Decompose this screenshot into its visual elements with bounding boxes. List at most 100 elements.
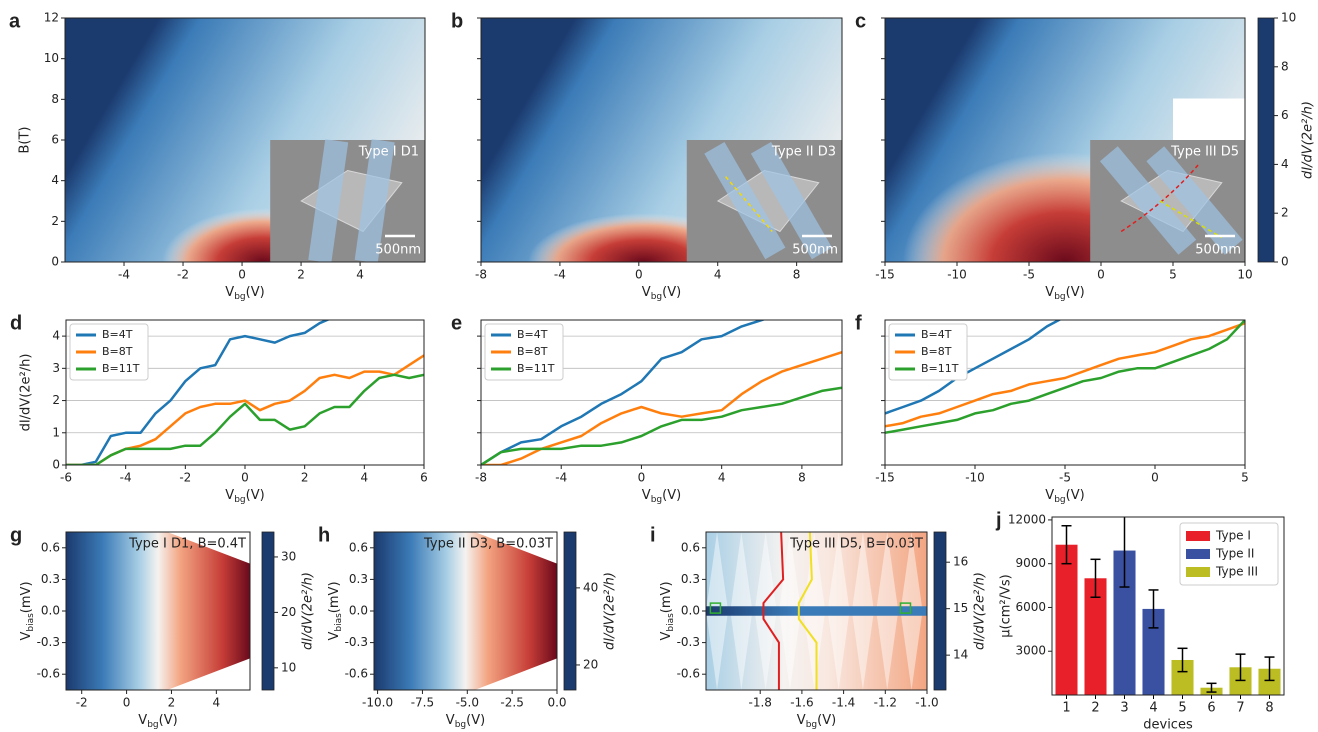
y-tick-label: 4 [52, 329, 60, 343]
x-tick-label: 0.0 [547, 696, 566, 710]
trace [797, 532, 818, 690]
x-tick-label: 5 [1241, 471, 1249, 485]
electrode [308, 139, 349, 262]
y-tick-label: 4 [51, 173, 59, 187]
x-axis-label-part: (V) [662, 285, 681, 300]
colorbar-tick-label: 20 [583, 657, 598, 671]
y-axis-label: dI/dV(2e²/h) [19, 354, 34, 432]
x-tick-label: -2.5 [500, 696, 523, 710]
x-tick-label: 7 [1236, 701, 1244, 716]
colorbar-tick-label: 30 [281, 549, 296, 563]
inset-label: Type III D5 [1170, 145, 1239, 160]
plot-area [374, 532, 557, 690]
legend-swatch [1186, 531, 1210, 541]
y-tick-label: 0.6 [41, 540, 60, 554]
x-tick-label: -4 [120, 471, 132, 485]
legend-label: B=4T [517, 328, 548, 341]
y-tick-label: 0 [52, 458, 60, 472]
blank-region [474, 658, 557, 690]
blank-region [167, 532, 250, 564]
colorbar-tick-label: 8 [1281, 59, 1289, 73]
panel-label: h [318, 524, 330, 546]
scale-bar-label: 500nm [1195, 243, 1241, 258]
plot-area [1055, 517, 1281, 695]
electrode [354, 139, 395, 262]
x-tick-label: -2 [76, 696, 88, 710]
x-axis-label-part: bg [1054, 495, 1065, 505]
y-tick-label: 6 [51, 133, 59, 147]
x-axis-label-part: (V) [246, 488, 265, 503]
y-tick-label: 0 [51, 255, 59, 269]
y-tick-label: 0.3 [681, 572, 700, 586]
y-tick-label: 6000 [1015, 600, 1046, 614]
colorbar [563, 531, 577, 691]
x-tick-label: -4 [118, 268, 130, 282]
legend-box [69, 323, 149, 381]
inset-label: Type I D1 [358, 145, 419, 160]
x-tick-label: 8 [798, 471, 806, 485]
x-tick-label: 3 [1120, 701, 1128, 716]
blank-region [1173, 98, 1245, 140]
y-tick-label: 8 [51, 92, 59, 106]
panel-label: c [855, 10, 866, 32]
y-axis-label-part: V [19, 632, 34, 641]
x-tick-label: 4 [356, 268, 364, 282]
x-tick-label: -2 [177, 268, 189, 282]
x-tick-label: 0 [638, 471, 646, 485]
y-tick-label: 0.0 [681, 604, 700, 618]
x-tick-label: 6 [1207, 701, 1215, 716]
y-tick-label: -0.3 [37, 635, 60, 649]
x-axis-label-part: bg [147, 720, 158, 730]
blank-region [474, 532, 557, 564]
x-axis-label: Vbg(V) [225, 488, 264, 505]
x-axis-label-part: bg [651, 495, 662, 505]
y-axis-label: Vbias(mV) [659, 581, 676, 640]
series-line [66, 373, 424, 465]
x-axis-label: Vbg(V) [138, 713, 177, 730]
colorbar-tick-label: 14 [953, 648, 968, 662]
legend: B=4T B=8T B=11T [484, 323, 564, 381]
panel-label: i [650, 524, 656, 546]
legend-label: B=4T [921, 328, 952, 341]
bar [1113, 550, 1136, 695]
x-axis-label-part: V [1045, 488, 1054, 503]
heatmap-base [66, 532, 250, 690]
x-tick-label: 4 [714, 268, 722, 282]
x-axis-label-part: V [446, 713, 455, 728]
x-tick-label: -1.2 [874, 696, 897, 710]
legend-swatch [1186, 567, 1210, 577]
y-tick-label: 0.0 [41, 604, 60, 618]
x-axis-label-part: bg [1054, 292, 1065, 302]
x-tick-label: 4 [1149, 701, 1157, 716]
y-axis-label-part: (mV) [659, 581, 674, 613]
x-axis-label-part: V [225, 488, 234, 503]
x-axis-label-part: (V) [246, 285, 265, 300]
x-axis-label-part: bg [806, 720, 817, 730]
y-axis-label: μ(cm²/Vs) [999, 574, 1014, 637]
y-tick-label: 0.6 [349, 540, 368, 554]
panel-label: j [995, 509, 1002, 531]
x-tick-label: 1 [1062, 701, 1070, 716]
x-tick-label: 0 [123, 696, 131, 710]
x-tick-label: 2 [297, 268, 305, 282]
panel-label: g [10, 524, 22, 546]
x-axis-label: Vbg(V) [225, 285, 264, 302]
dashed-line [1159, 200, 1223, 239]
colorbar [1257, 17, 1275, 263]
colorbar-tick-label: 4 [1281, 157, 1289, 171]
marker-box [709, 602, 722, 614]
x-tick-label: 0 [635, 268, 643, 282]
legend-label: Type III [1215, 565, 1258, 579]
legend-box [484, 323, 564, 381]
legend: B=4T B=8T B=11T [888, 323, 968, 381]
x-tick-label: 2 [168, 696, 176, 710]
x-tick-label: -5 [1059, 471, 1071, 485]
x-tick-label: 4 [213, 696, 221, 710]
x-tick-label: -8 [475, 471, 487, 485]
x-tick-label: 8 [1265, 701, 1273, 716]
x-tick-label: 6 [420, 471, 428, 485]
plot-area [65, 18, 425, 262]
panel-label: f [855, 312, 862, 334]
x-tick-label: -6 [60, 471, 72, 485]
x-tick-label: -7.5 [411, 696, 434, 710]
